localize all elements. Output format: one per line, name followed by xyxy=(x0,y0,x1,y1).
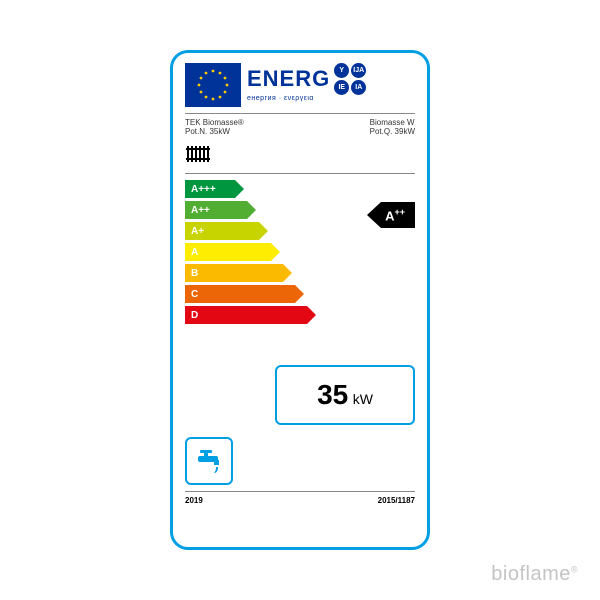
footer-year: 2019 xyxy=(185,496,203,505)
footer-row: 2019 2015/1187 xyxy=(185,496,415,505)
radiator-icon xyxy=(185,144,415,169)
rating-text: A++ xyxy=(385,207,405,223)
efficiency-bar-label: B xyxy=(185,264,283,282)
energy-label-card: ENERG Y IJA IE IA енергия · ενεργεια TEK… xyxy=(170,50,430,550)
divider xyxy=(185,491,415,492)
efficiency-bar: B xyxy=(185,264,292,282)
rating-arrow-tip xyxy=(367,202,381,228)
efficiency-bar-arrow xyxy=(271,243,280,261)
tap-icon-box xyxy=(185,437,233,485)
efficiency-bars: A++ A+++ A++ A+ ABCD xyxy=(185,180,415,345)
footer-regulation: 2015/1187 xyxy=(378,496,415,505)
energ-title: ENERG xyxy=(247,66,330,92)
efficiency-bar-arrow xyxy=(247,201,256,219)
product-model: Biomasse W xyxy=(370,118,415,127)
efficiency-bar-label: A+++ xyxy=(185,180,235,198)
product-right: Biomasse W Pot.Q. 39kW xyxy=(370,118,415,136)
tap-icon xyxy=(194,446,224,476)
energ-title-block: ENERG Y IJA IE IA енергия · ενεργεια xyxy=(247,63,415,107)
divider xyxy=(185,173,415,174)
power-box: 35 kW xyxy=(275,365,415,425)
efficiency-bar: A++ xyxy=(185,201,256,219)
efficiency-bar: A xyxy=(185,243,280,261)
efficiency-bar-label: D xyxy=(185,306,307,324)
product-pot-n: Pot.N. 35kW xyxy=(185,127,244,136)
product-pot-q: Pot.Q. 39kW xyxy=(370,127,415,136)
efficiency-bar: A+ xyxy=(185,222,268,240)
efficiency-bar-label: A++ xyxy=(185,201,247,219)
product-left: TEK Biomasse® Pot.N. 35kW xyxy=(185,118,244,136)
eu-flag-icon xyxy=(185,63,241,107)
header-row: ENERG Y IJA IE IA енергия · ενεργεια xyxy=(185,63,415,107)
product-info-row: TEK Biomasse® Pot.N. 35kW Biomasse W Pot… xyxy=(185,118,415,136)
lang-badge: IJA xyxy=(351,63,366,78)
efficiency-bar-arrow xyxy=(259,222,268,240)
power-unit: kW xyxy=(353,391,373,407)
efficiency-bar-arrow xyxy=(295,285,304,303)
rating-arrow-body: A++ xyxy=(381,202,415,228)
efficiency-bar-arrow xyxy=(283,264,292,282)
lang-badge: IA xyxy=(351,80,366,95)
divider xyxy=(185,113,415,114)
efficiency-bar: A+++ xyxy=(185,180,244,198)
brand-name: bioflame xyxy=(491,563,571,585)
efficiency-bar: D xyxy=(185,306,316,324)
product-brand: TEK Biomasse® xyxy=(185,118,244,127)
efficiency-bar-label: A xyxy=(185,243,271,261)
efficiency-bar-arrow xyxy=(307,306,316,324)
efficiency-bar: C xyxy=(185,285,304,303)
efficiency-bar-label: C xyxy=(185,285,295,303)
efficiency-bar-label: A+ xyxy=(185,222,259,240)
rating-indicator: A++ xyxy=(367,202,415,228)
lang-badge: IE xyxy=(334,80,349,95)
efficiency-bar-arrow xyxy=(235,180,244,198)
energ-subtitle: енергия · ενεργεια xyxy=(247,95,415,102)
language-circles: Y IJA IE IA xyxy=(334,63,374,95)
power-value: 35 xyxy=(317,379,348,410)
lang-badge: Y xyxy=(334,63,349,78)
registered-icon: ® xyxy=(571,564,578,574)
brand-logo: bioflame® xyxy=(491,563,578,586)
